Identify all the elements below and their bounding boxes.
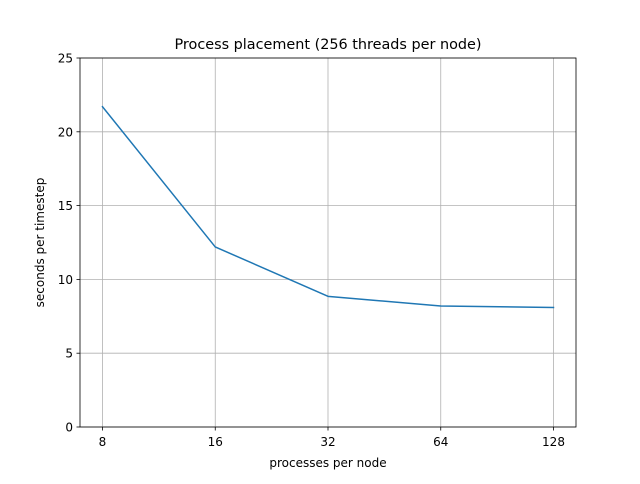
y-tick-label: 5 bbox=[65, 347, 73, 361]
x-axis-label: processes per node bbox=[269, 456, 386, 470]
series-line bbox=[101, 105, 555, 309]
x-tick-label: 32 bbox=[320, 435, 335, 449]
y-tick-label: 10 bbox=[58, 273, 73, 287]
series-layer bbox=[101, 105, 555, 309]
x-tick-label: 8 bbox=[99, 435, 107, 449]
y-tick-label: 0 bbox=[65, 421, 73, 435]
ticks-layer: 8 16 32 64 128 0 5 10 15 20 25 bbox=[58, 52, 565, 450]
y-tick-label: 20 bbox=[58, 125, 73, 139]
plot-frame bbox=[79, 57, 577, 428]
x-tick-label: 64 bbox=[433, 435, 448, 449]
y-axis-label: seconds per timestep bbox=[33, 178, 47, 308]
x-tick-label: 128 bbox=[542, 435, 565, 449]
y-tick-label: 25 bbox=[58, 52, 73, 66]
y-tick-label: 15 bbox=[58, 199, 73, 213]
x-tick-label: 16 bbox=[208, 435, 223, 449]
chart-title: Process placement (256 threads per node) bbox=[175, 37, 482, 53]
